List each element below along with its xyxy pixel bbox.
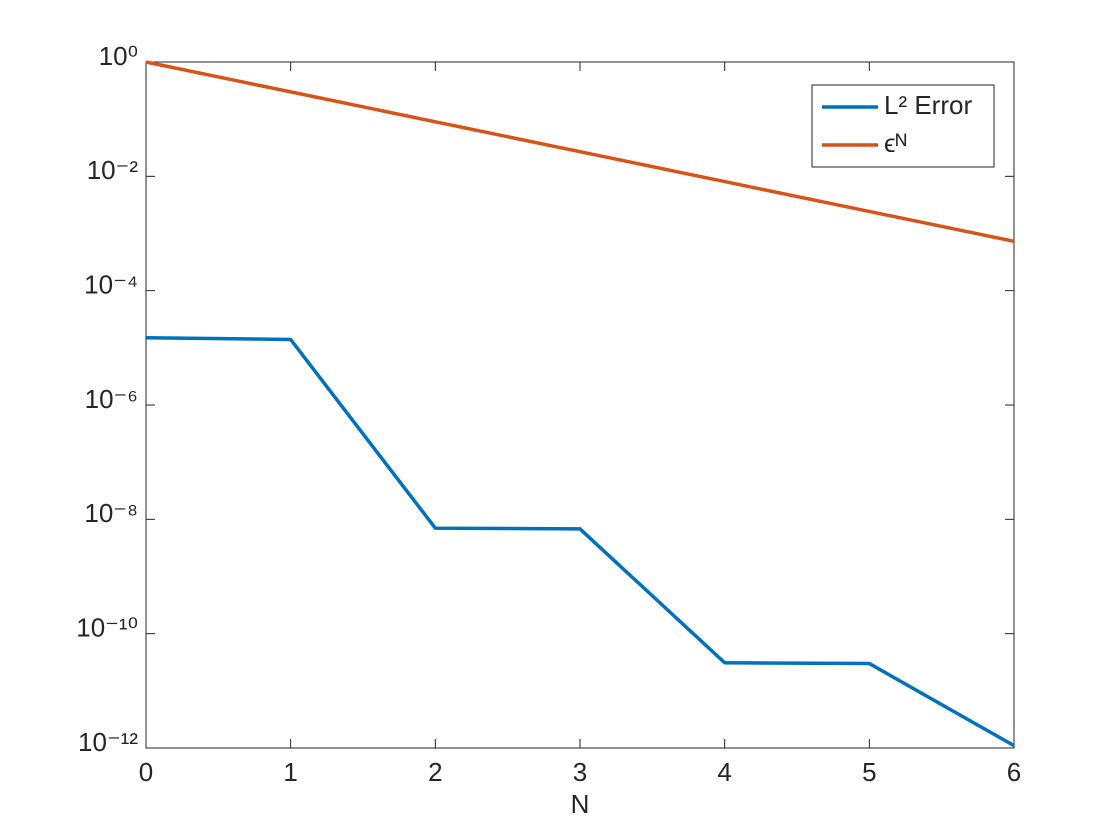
y-tick-label: 10⁻⁶ [85, 384, 138, 414]
x-axis-label: N [571, 789, 590, 819]
y-tick-label: 10⁻¹⁰ [76, 613, 138, 643]
y-tick-label: 10⁻² [87, 155, 139, 185]
plot-area [145, 61, 1015, 749]
legend-box [811, 84, 995, 168]
x-tick-label: 2 [428, 757, 442, 787]
series-line [145, 60, 1015, 244]
y-tick-label: 10⁰ [99, 41, 138, 71]
legend-label: ϵᴺ [884, 128, 907, 158]
x-tick-label: 0 [139, 757, 153, 787]
x-tick-label: 6 [1007, 757, 1021, 787]
x-tick-label: 4 [717, 757, 731, 787]
x-tick-label: 3 [573, 757, 587, 787]
x-tick-label: 1 [283, 757, 297, 787]
y-tick-label: 10⁻¹² [78, 727, 138, 757]
y-tick-label: 10⁻⁸ [84, 498, 138, 528]
x-tick-label: 5 [862, 757, 876, 787]
y-tick-label: 10⁻⁴ [84, 270, 138, 300]
legend-label: L² Error [884, 90, 972, 120]
series-line [145, 336, 1015, 748]
